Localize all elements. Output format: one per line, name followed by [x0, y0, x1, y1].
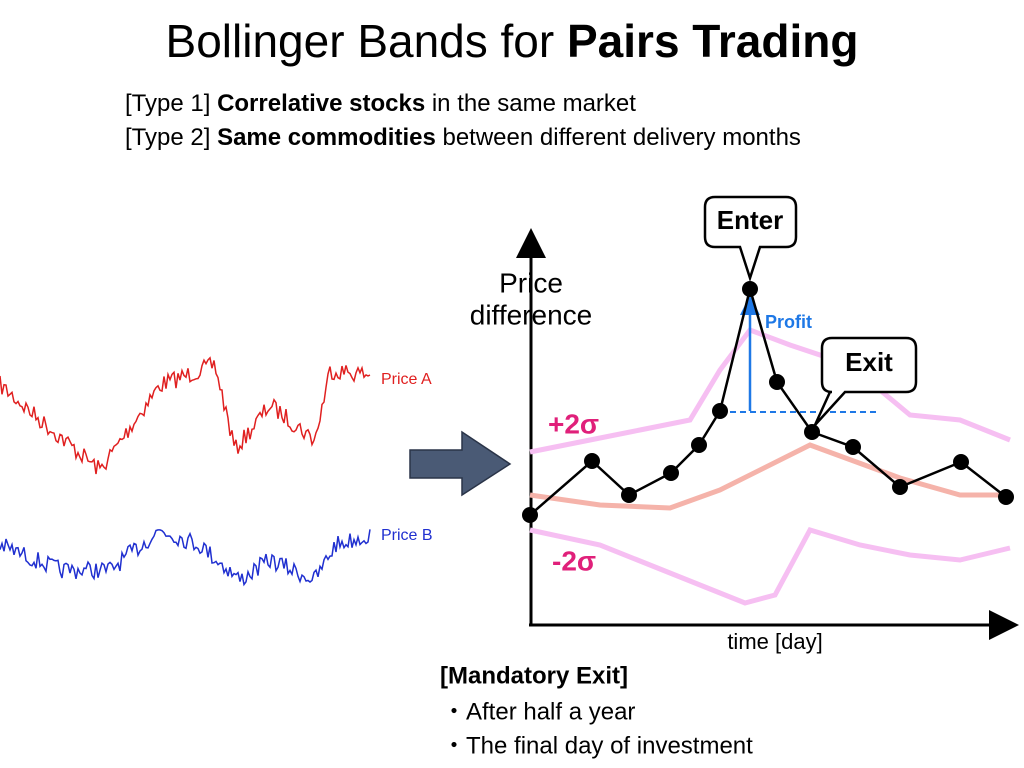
price-lines: [0, 356, 371, 587]
type-rest: between different delivery months: [442, 124, 800, 151]
difference-point: [953, 454, 969, 470]
type-tag: [Type 1]: [125, 90, 210, 117]
difference-point: [892, 479, 908, 495]
x-label: time [day]: [727, 629, 822, 654]
price-walk: [0, 529, 371, 587]
difference-point: [742, 281, 758, 297]
exit-callout: [813, 336, 918, 426]
title-bold: Pairs Trading: [567, 15, 858, 67]
lower-band: [529, 527, 1011, 606]
type-bold: Correlative stocks: [217, 90, 425, 117]
title-regular: Bollinger Bands for: [166, 15, 555, 67]
type-bold: Same commodities: [217, 124, 436, 151]
y-label: difference: [470, 299, 592, 330]
mandatory-heading: [Mandatory Exit]: [440, 662, 628, 689]
difference-point: [663, 465, 679, 481]
price-walk: [0, 356, 371, 475]
difference-point: [584, 453, 600, 469]
profit-label: Profit: [765, 312, 812, 332]
mandatory-item: ・The final day of investment: [442, 732, 753, 759]
moving-average: [529, 442, 1010, 511]
enter-label: Enter: [717, 205, 783, 235]
type-line: [Type 1] Correlative stocks in the same …: [125, 90, 636, 117]
title: Bollinger Bands for Pairs Trading: [166, 15, 859, 67]
type-rest: in the same market: [432, 90, 636, 117]
difference-point: [998, 489, 1014, 505]
type-tag: [Type 2]: [125, 124, 210, 151]
difference-point: [691, 437, 707, 453]
difference-point: [522, 507, 538, 523]
difference-point: [845, 439, 861, 455]
price-difference: [522, 281, 1014, 523]
upper-band: [529, 327, 1011, 455]
mandatory-item: ・After half a year: [442, 698, 635, 725]
lower-band-label: -2σ: [552, 545, 596, 576]
enter-callout: [703, 195, 798, 283]
price-a-label: Price A: [381, 371, 432, 388]
difference-point: [712, 403, 728, 419]
difference-point: [804, 424, 820, 440]
transition-arrow: [409, 430, 512, 497]
difference-point: [769, 374, 785, 390]
exit-label: Exit: [845, 347, 893, 377]
difference-point: [621, 487, 637, 503]
price-b-label: Price B: [381, 527, 433, 544]
upper-band-label: +2σ: [548, 408, 599, 439]
type-line: [Type 2] Same commodities between differ…: [125, 124, 801, 151]
y-label: Price: [499, 267, 563, 298]
